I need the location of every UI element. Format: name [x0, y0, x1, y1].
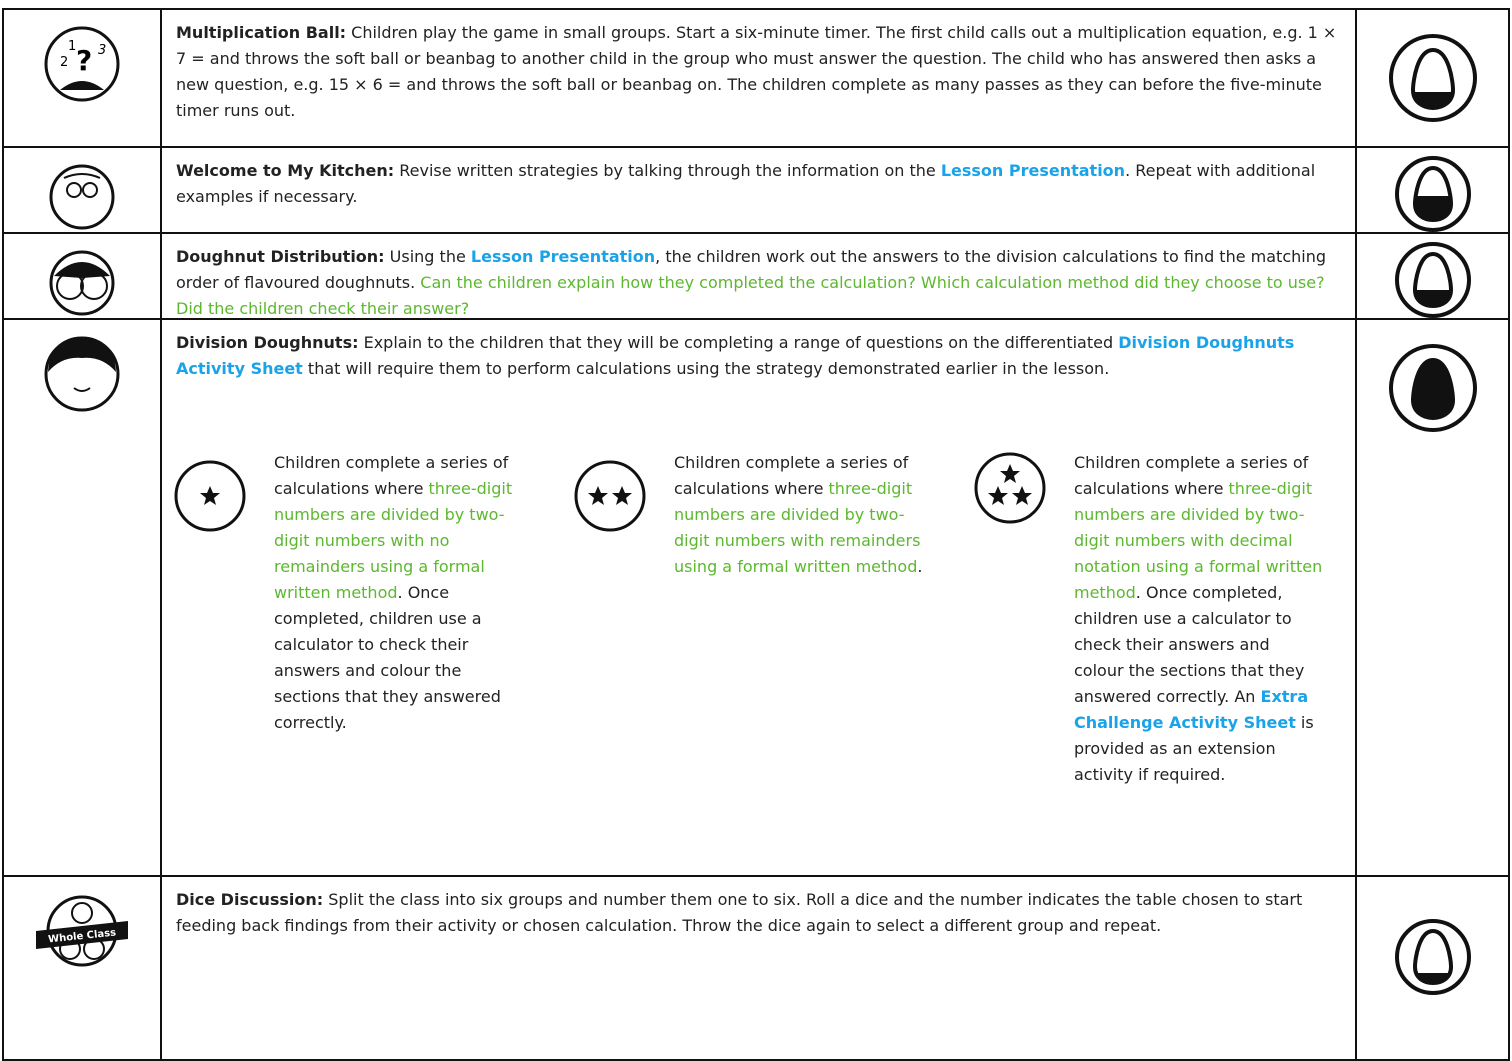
body-text: Children complete a series of calculatio… — [1074, 453, 1309, 498]
activity-title: Division Doughnuts: — [176, 333, 359, 352]
timer-cell — [1357, 148, 1510, 234]
activity-title: Welcome to My Kitchen: — [176, 161, 395, 180]
activity-text: Multiplication Ball: Children play the g… — [176, 20, 1341, 124]
question-text: three-digit numbers are divided by two-d… — [274, 479, 513, 602]
icon-cell — [4, 234, 162, 320]
timer-icon — [1394, 242, 1471, 318]
icon-cell: 1 2 3 ? — [4, 10, 162, 148]
body-text: . Once completed, children use a calcula… — [1074, 583, 1305, 706]
one-star-icon — [174, 460, 246, 532]
timer-cell — [1357, 877, 1510, 1061]
icon-twins — [49, 250, 115, 316]
group-text: Children complete a series of calculatio… — [274, 450, 524, 736]
icon-cell — [4, 320, 162, 877]
text-cell: Dice Discussion: Split the class into si… — [162, 877, 1357, 1061]
group-text: Children complete a series of calculatio… — [674, 450, 924, 580]
activity-text: Division Doughnuts: Explain to the child… — [176, 330, 1341, 382]
text-cell: Welcome to My Kitchen: Revise written st… — [162, 148, 1357, 234]
body-text: . Repeat with additional examples if nec… — [176, 161, 1316, 206]
icon-child — [44, 336, 120, 412]
timer-cell — [1357, 234, 1510, 320]
icon-owl — [49, 164, 115, 230]
activity-title: Dice Discussion: — [176, 890, 324, 909]
activity-title: Doughnut Distribution: — [176, 247, 385, 266]
resource-link[interactable]: Lesson Presentation — [470, 247, 656, 266]
body-text: Split the class into six groups and numb… — [176, 890, 1303, 935]
text-cell: Multiplication Ball: Children play the g… — [162, 10, 1357, 148]
body-text: that will require them to perform calcul… — [302, 359, 1110, 378]
body-text: is provided as an extension activity if … — [1074, 713, 1314, 784]
body-text: Revise written strategies by talking thr… — [399, 161, 941, 180]
two-star-icon — [574, 460, 646, 532]
text-cell: Doughnut Distribution: Using the Lesson … — [162, 234, 1357, 320]
timer-icon — [1394, 156, 1471, 232]
group-text: Children complete a series of calculatio… — [1074, 450, 1324, 788]
icon-text: 1 — [68, 39, 76, 54]
icon-cell — [4, 148, 162, 234]
body-text: Explain to the children that they will b… — [363, 333, 1119, 352]
icon-text: 3 — [98, 43, 106, 58]
question-text: Can the children explain how they comple… — [176, 273, 1325, 318]
activity-title: Multiplication Ball: — [176, 23, 347, 42]
icon-whole-class: Whole Class — [36, 895, 128, 967]
text-cell: Division Doughnuts: Explain to the child… — [162, 320, 1357, 877]
lesson-table: 1 2 3 ? Multiplication Ball: Children pl… — [2, 8, 1510, 1061]
body-text: Using the — [389, 247, 471, 266]
resource-link[interactable]: Division Doughnuts Activity Sheet — [176, 333, 1295, 378]
timer-icon — [1394, 919, 1471, 995]
body-text: . Once completed, children use a calcula… — [274, 583, 501, 732]
activity-text: Welcome to My Kitchen: Revise written st… — [176, 158, 1341, 210]
icon-text: 2 — [60, 55, 68, 70]
body-text: Children play the game in small groups. … — [176, 23, 1337, 120]
icon-cell: Whole Class — [4, 877, 162, 1061]
activity-text: Dice Discussion: Split the class into si… — [176, 887, 1341, 939]
body-text: , the children work out the answers to t… — [176, 247, 1326, 292]
question-text: three-digit numbers are divided by two-d… — [1074, 479, 1323, 602]
body-text: Children complete a series of calculatio… — [274, 453, 509, 498]
activity-text: Doughnut Distribution: Using the Lesson … — [176, 244, 1341, 322]
icon-text: ? — [76, 44, 92, 77]
body-text: . — [917, 557, 923, 576]
body-text: Children complete a series of calculatio… — [674, 453, 909, 498]
question-text: three-digit numbers are divided by two-d… — [674, 479, 921, 576]
timer-icon — [1388, 34, 1477, 122]
resource-link[interactable]: Extra Challenge Activity Sheet — [1074, 687, 1309, 732]
timer-cell — [1357, 320, 1510, 877]
icon-question: 1 2 3 ? — [44, 26, 120, 102]
timer-cell — [1357, 10, 1510, 148]
three-star-icon — [974, 452, 1046, 524]
resource-link[interactable]: Lesson Presentation — [940, 161, 1126, 180]
timer-icon — [1388, 344, 1477, 432]
